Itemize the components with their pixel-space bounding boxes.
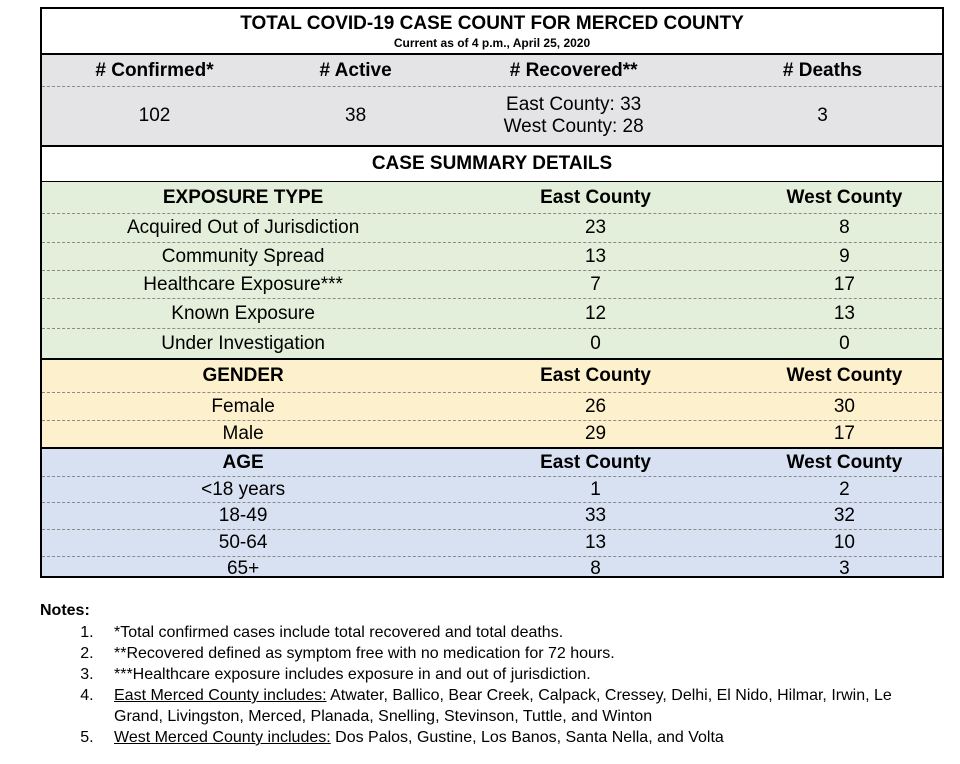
row-label: 18-49 — [218, 505, 268, 526]
recovered-header: # Recovered** — [509, 59, 638, 81]
west-county-list: Dos Palos, Gustine, Los Banos, Santa Nel… — [330, 729, 724, 746]
confirmed-header: # Confirmed* — [95, 59, 214, 81]
row-label: Acquired Out of Jurisdiction — [126, 217, 360, 238]
east-county-header: East County — [540, 186, 651, 208]
row-label: <18 years — [201, 478, 286, 500]
recovered-east: East County: 33 — [506, 94, 642, 115]
east-county-header: East County — [540, 451, 651, 473]
west-county-header: West County — [786, 365, 903, 386]
note-item: ***Healthcare exposure includes exposure… — [98, 664, 940, 685]
exposure-header-row: EXPOSURE TYPE East County West County — [42, 182, 942, 214]
row-label: 50-64 — [218, 532, 268, 553]
exposure-type-header: EXPOSURE TYPE — [162, 186, 324, 208]
recovered-west: West County: 28 — [503, 116, 644, 137]
row-label: Community Spread — [161, 245, 325, 267]
east-county-list: Atwater, Ballico, Bear Creek, Calpack, C… — [114, 687, 892, 725]
west-value: 17 — [833, 273, 855, 295]
table-row: <18 years 1 2 — [42, 477, 942, 503]
east-value: 12 — [584, 302, 607, 324]
active-value: 38 — [345, 105, 367, 126]
age-header: AGE — [222, 451, 264, 473]
note-item-west: West Merced County includes: Dos Palos, … — [98, 727, 940, 748]
title-block: TOTAL COVID-19 CASE COUNT FOR MERCED COU… — [42, 9, 942, 55]
west-value: 9 — [839, 245, 850, 267]
age-header-row: AGE East County West County — [42, 449, 942, 477]
west-value: 10 — [833, 532, 855, 553]
west-value: 0 — [839, 332, 850, 354]
recovered-values: East County: 33 West County: 28 — [444, 94, 703, 138]
east-value: 13 — [584, 532, 607, 553]
page-subtitle: Current as of 4 p.m., April 25, 2020 — [393, 36, 591, 50]
west-value: 13 — [833, 302, 855, 324]
east-value: 23 — [584, 217, 607, 238]
table-row: 50-64 13 10 — [42, 530, 942, 557]
gender-header: GENDER — [202, 365, 284, 386]
table-row: Under Investigation 0 0 — [42, 329, 942, 360]
west-value: 32 — [833, 505, 855, 526]
west-county-label: West Merced County includes: — [114, 729, 331, 746]
east-value: 13 — [584, 245, 607, 267]
table-row: 65+ 8 3 — [42, 557, 942, 578]
west-county-header: West County — [786, 186, 903, 208]
east-value: 8 — [590, 557, 601, 578]
west-value: 30 — [833, 395, 855, 417]
notes-title: Notes: — [40, 602, 90, 619]
notes-section: Notes: *Total confirmed cases include to… — [40, 602, 940, 748]
west-value: 2 — [839, 478, 850, 500]
east-value: 0 — [590, 332, 601, 354]
table-row: Acquired Out of Jurisdiction 23 8 — [42, 214, 942, 243]
table-row: Healthcare Exposure*** 7 17 — [42, 271, 942, 299]
totals-values-row: 102 38 East County: 33 West County: 28 3 — [42, 87, 942, 145]
table-row: Known Exposure 12 13 — [42, 299, 942, 329]
page-title: TOTAL COVID-19 CASE COUNT FOR MERCED COU… — [240, 13, 744, 34]
east-value: 7 — [590, 273, 601, 295]
notes-list: *Total confirmed cases include total rec… — [40, 622, 940, 748]
east-county-label: East Merced County includes: — [114, 687, 327, 704]
west-value: 8 — [839, 217, 850, 238]
table-row: Community Spread 13 9 — [42, 243, 942, 271]
west-value: 17 — [833, 423, 855, 444]
deaths-header: # Deaths — [782, 59, 863, 81]
east-value: 33 — [584, 505, 607, 526]
summary-title: CASE SUMMARY DETAILS — [42, 145, 942, 182]
note-item-east: East Merced County includes: Atwater, Ba… — [98, 685, 940, 727]
row-label: Female — [211, 395, 275, 417]
row-label: 65+ — [226, 557, 260, 578]
east-value: 29 — [584, 423, 607, 444]
case-count-table: TOTAL COVID-19 CASE COUNT FOR MERCED COU… — [40, 7, 944, 578]
deaths-value: 3 — [817, 105, 828, 126]
totals-header-row: # Confirmed* # Active # Recovered** # De… — [42, 55, 942, 87]
east-value: 26 — [584, 395, 607, 417]
table-row: 18-49 33 32 — [42, 503, 942, 530]
east-value: 1 — [590, 478, 601, 500]
active-header: # Active — [319, 59, 392, 81]
gender-header-row: GENDER East County West County — [42, 360, 942, 393]
west-value: 3 — [839, 557, 850, 578]
row-label: Healthcare Exposure*** — [143, 273, 343, 295]
east-county-header: East County — [540, 365, 651, 386]
row-label: Under Investigation — [161, 332, 325, 354]
west-county-header: West County — [786, 451, 903, 473]
row-label: Male — [222, 423, 264, 444]
note-item: **Recovered defined as symptom free with… — [98, 643, 940, 664]
note-item: *Total confirmed cases include total rec… — [98, 622, 940, 643]
table-row: Male 29 17 — [42, 421, 942, 449]
table-row: Female 26 30 — [42, 393, 942, 421]
confirmed-value: 102 — [138, 105, 171, 126]
row-label: Known Exposure — [171, 302, 315, 324]
